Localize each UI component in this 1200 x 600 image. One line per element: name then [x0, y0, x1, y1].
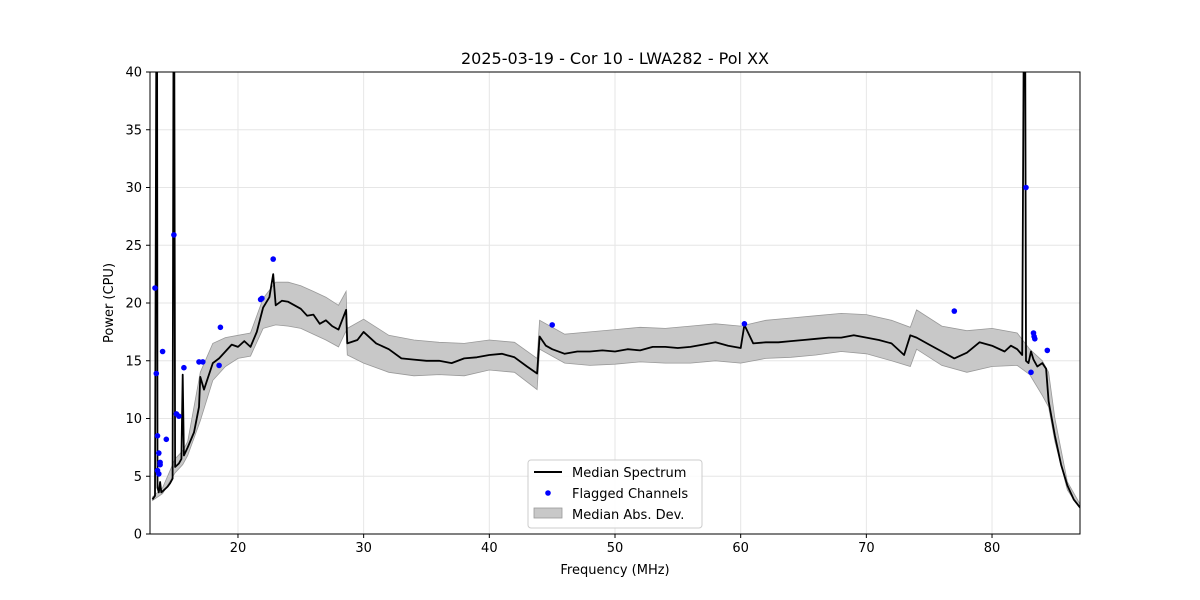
x-tick-label: 70 [858, 541, 875, 556]
median-line-group [151, 72, 1080, 508]
flagged-channel-point [1023, 184, 1029, 191]
legend-flagged-label: Flagged Channels [572, 487, 688, 502]
y-axis: 0 5 10 15 20 25 30 35 40 [125, 66, 150, 543]
chart-title: 2025-03-19 - Cor 10 - LWA282 - Pol XX [461, 49, 769, 68]
flagged-points-group [152, 184, 1051, 477]
flagged-channel-point [156, 471, 162, 477]
flagged-channel-point [549, 322, 555, 328]
x-axis: 20 30 40 50 60 70 80 [230, 534, 1001, 556]
legend-box [527, 459, 703, 529]
x-tick-label: 60 [732, 541, 749, 556]
flagged-channel-point [176, 413, 182, 420]
x-axis-label: Frequency (MHz) [560, 563, 669, 578]
legend-median-label: Median Spectrum [572, 466, 686, 481]
x-tick-label: 80 [984, 541, 1001, 556]
legend: Median Spectrum Flagged Channels Median … [527, 459, 703, 529]
x-tick-label: 30 [355, 541, 372, 556]
y-tick-label: 25 [125, 239, 142, 254]
legend-point-swatch [545, 490, 551, 496]
flagged-channel-point [200, 359, 206, 365]
flagged-channel-point [163, 436, 170, 443]
y-tick-label: 20 [125, 297, 142, 312]
x-tick-label: 40 [481, 541, 498, 556]
y-tick-label: 0 [134, 528, 142, 543]
median-spectrum-line [151, 72, 1080, 508]
y-axis-label: Power (CPU) [102, 263, 117, 343]
legend-mad-label: Median Abs. Dev. [572, 508, 684, 523]
y-tick-label: 10 [125, 412, 142, 427]
flagged-channel-point [1032, 336, 1038, 342]
x-tick-label: 20 [230, 541, 247, 556]
flagged-channel-point [951, 308, 958, 314]
flagged-channel-point [1028, 369, 1034, 376]
flagged-channel-point [156, 450, 162, 456]
flagged-channel-point [217, 324, 224, 331]
y-tick-label: 5 [134, 470, 142, 485]
flagged-channel-point [741, 321, 748, 327]
x-tick-label: 50 [607, 541, 624, 556]
flagged-channel-point [152, 285, 158, 291]
flagged-channel-point [259, 295, 265, 302]
flagged-channel-point [171, 232, 177, 238]
flagged-channel-point [181, 364, 187, 371]
flagged-channel-point [159, 348, 166, 355]
flagged-channel-point [157, 461, 163, 468]
flagged-channel-point [153, 370, 160, 377]
flagged-channel-point [1044, 347, 1051, 354]
flagged-channel-point [154, 433, 161, 439]
y-tick-label: 35 [125, 123, 142, 138]
y-tick-label: 40 [125, 66, 142, 81]
flagged-channel-point [270, 256, 277, 262]
flagged-channel-point [216, 362, 222, 369]
legend-band-swatch [533, 507, 563, 519]
y-tick-label: 30 [125, 181, 142, 196]
y-tick-label: 15 [125, 354, 142, 369]
